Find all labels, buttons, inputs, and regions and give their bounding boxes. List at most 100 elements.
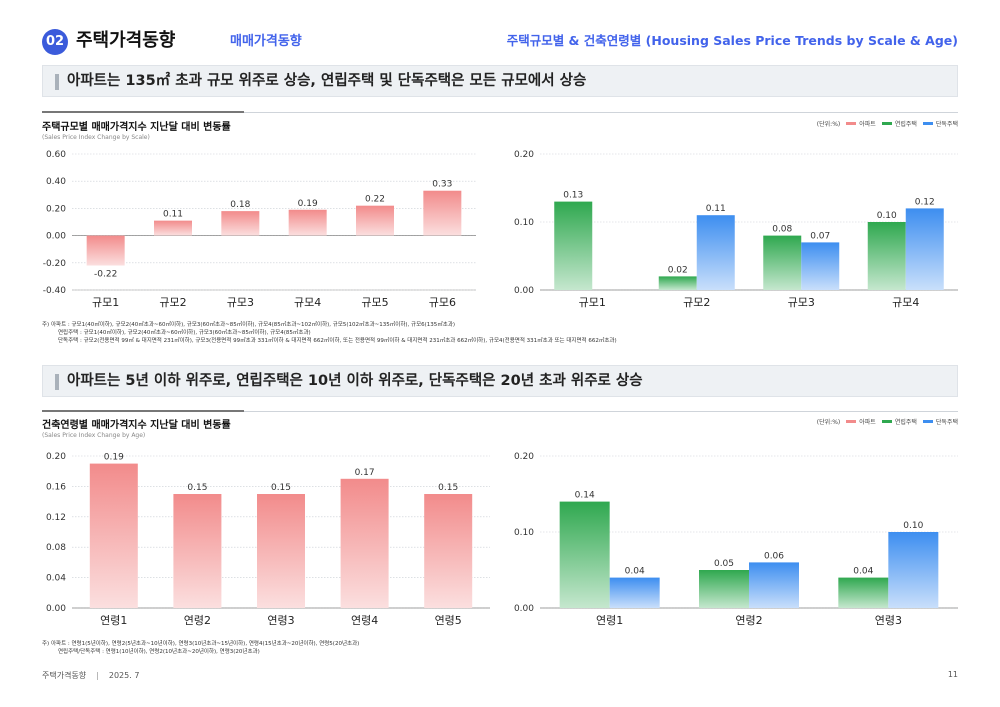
- bar-value-label: 0.17: [355, 468, 375, 478]
- banner-accent-bar: [55, 74, 59, 90]
- x-category-label: 규모2: [159, 296, 186, 309]
- bar-연립주택: [658, 276, 697, 290]
- bar-아파트: [288, 209, 327, 236]
- x-category-label: 규모1: [92, 296, 119, 309]
- y-tick-label: 0.00: [514, 286, 534, 296]
- x-category-label: 연령1: [596, 614, 623, 627]
- note-line: 연립주택/단독주택 : 연령1(10년이하), 연령2(10년초과~20년이하)…: [58, 649, 260, 655]
- bar-아파트: [89, 463, 138, 608]
- legend-label: 아파트: [859, 419, 876, 426]
- legend-label: 아파트: [859, 121, 876, 128]
- bar-value-label: -0.22: [94, 270, 117, 280]
- legend-item-apartment: 아파트: [846, 417, 876, 426]
- x-category-label: 연령4: [351, 614, 378, 627]
- x-category-label: 연령2: [184, 614, 211, 627]
- legend-label: 연립주택: [894, 419, 917, 426]
- bar-연립주택: [554, 201, 593, 290]
- note-line: 연립주택 : 규모1(40㎡이하), 규모2(40㎡초과~60㎡이하), 규모3…: [58, 330, 311, 336]
- section2-headline: 아파트는 5년 이하 위주로, 연립주택은 10년 이하 위주로, 단독주택은 …: [67, 373, 643, 389]
- y-tick-label: 0.40: [46, 177, 66, 187]
- y-tick-label: -0.40: [43, 286, 67, 296]
- legend-label: 연립주택: [894, 121, 917, 128]
- bar-아파트: [356, 205, 394, 236]
- x-category-label: 연령2: [735, 614, 762, 627]
- bar-단독주택: [888, 532, 939, 608]
- bar-단독주택: [696, 215, 735, 290]
- section1-divider: [42, 112, 958, 113]
- page-number: 11: [947, 670, 958, 679]
- section1-notes: 주) 아파트 : 규모1(40㎡이하), 규모2(40㎡초과~60㎡이하), 규…: [42, 321, 617, 345]
- legend-item-apartment: 아파트: [846, 119, 876, 128]
- legend-swatch: [846, 122, 857, 125]
- bar-value-label: 0.11: [163, 210, 183, 220]
- bar-value-label: 0.22: [365, 195, 385, 205]
- page-header: 02 주택가격동향 매매가격동향 주택규모별 & 건축연령별 (Housing …: [42, 28, 958, 55]
- footer-date: 2025. 7: [108, 671, 140, 680]
- page-subtitle: 매매가격동향: [230, 34, 302, 49]
- bar-아파트: [154, 220, 192, 236]
- bar-아파트: [221, 211, 260, 236]
- bar-value-label: 0.15: [438, 483, 458, 493]
- x-category-label: 규모4: [892, 296, 919, 309]
- section1-headline-banner: 아파트는 135㎡ 초과 규모 위주로 상승, 연립주택 및 단독주택은 모든 …: [42, 65, 958, 97]
- legend-unit: (단위:%): [816, 419, 841, 426]
- bar-value-label: 0.06: [764, 551, 784, 561]
- legend-swatch: [922, 122, 933, 125]
- bar-value-label: 0.11: [706, 204, 726, 214]
- bar-value-label: 0.10: [903, 521, 923, 531]
- y-tick-label: 0.60: [46, 150, 66, 160]
- banner-accent-bar: [55, 374, 59, 390]
- y-tick-label: 0.12: [46, 513, 66, 523]
- legend-item-rowhouse: 연립주택: [881, 417, 917, 426]
- legend-label: 단독주택: [935, 419, 958, 426]
- section2-divider: [42, 411, 958, 412]
- bar-연립주택: [763, 235, 802, 290]
- bar-연립주택: [838, 577, 889, 608]
- section2-divider-accent: [42, 410, 244, 412]
- section1-chart-subtitle: (Sales Price Index Change by Scale): [42, 134, 150, 141]
- bar-value-label: 0.04: [853, 567, 873, 577]
- legend-swatch: [846, 420, 857, 423]
- bar-아파트: [257, 494, 305, 608]
- y-tick-label: 0.00: [514, 604, 534, 614]
- section2-headline-banner: 아파트는 5년 이하 위주로, 연립주택은 10년 이하 위주로, 단독주택은 …: [42, 365, 958, 397]
- legend-label: 단독주택: [935, 121, 958, 128]
- bar-value-label: 0.19: [298, 199, 318, 209]
- bar-value-label: 0.08: [772, 225, 792, 235]
- y-tick-label: 0.04: [46, 574, 66, 584]
- bar-value-label: 0.04: [625, 567, 645, 577]
- bar-단독주택: [609, 577, 660, 608]
- legend-item-rowhouse: 연립주택: [881, 119, 917, 128]
- y-tick-label: 0.20: [514, 452, 534, 462]
- x-category-label: 규모1: [579, 296, 606, 309]
- x-category-label: 연령3: [875, 614, 902, 627]
- bar-연립주택: [867, 222, 906, 290]
- bar-아파트: [173, 494, 222, 608]
- x-category-label: 연령5: [435, 614, 462, 627]
- bar-아파트: [340, 478, 389, 608]
- bar-단독주택: [749, 562, 799, 608]
- bar-value-label: 0.15: [271, 483, 291, 493]
- legend-swatch: [922, 420, 933, 423]
- bar-value-label: 0.13: [563, 191, 583, 201]
- y-tick-label: 0.20: [46, 204, 66, 214]
- legend-item-detached: 단독주택: [922, 119, 958, 128]
- bar-value-label: 0.05: [714, 559, 734, 569]
- section1-chart-title: 주택규모별 매매가격지수 지난달 대비 변동률: [42, 122, 231, 133]
- note-line: 단독주택 : 규모2(전용면적 99㎡ & 대지면적 231㎡이하), 규모3(…: [58, 338, 617, 344]
- x-category-label: 연령3: [267, 614, 294, 627]
- y-tick-label: 0.00: [46, 604, 66, 614]
- bar-value-label: 0.10: [877, 211, 897, 221]
- section1-legend: (단위:%) 아파트 연립주택 단독주택: [817, 119, 958, 128]
- y-tick-label: 0.16: [46, 482, 66, 492]
- bar-value-label: 0.19: [104, 453, 124, 463]
- section2-legend: (단위:%) 아파트 연립주택 단독주택: [817, 417, 958, 426]
- page-footer: 주택가격동향 | 2025. 7: [42, 671, 140, 680]
- legend-swatch: [881, 122, 892, 125]
- section2-chart-subtitle: (Sales Price Index Change by Age): [42, 432, 146, 439]
- section-number-badge: 02: [42, 29, 68, 55]
- bar-value-label: 0.14: [575, 491, 595, 501]
